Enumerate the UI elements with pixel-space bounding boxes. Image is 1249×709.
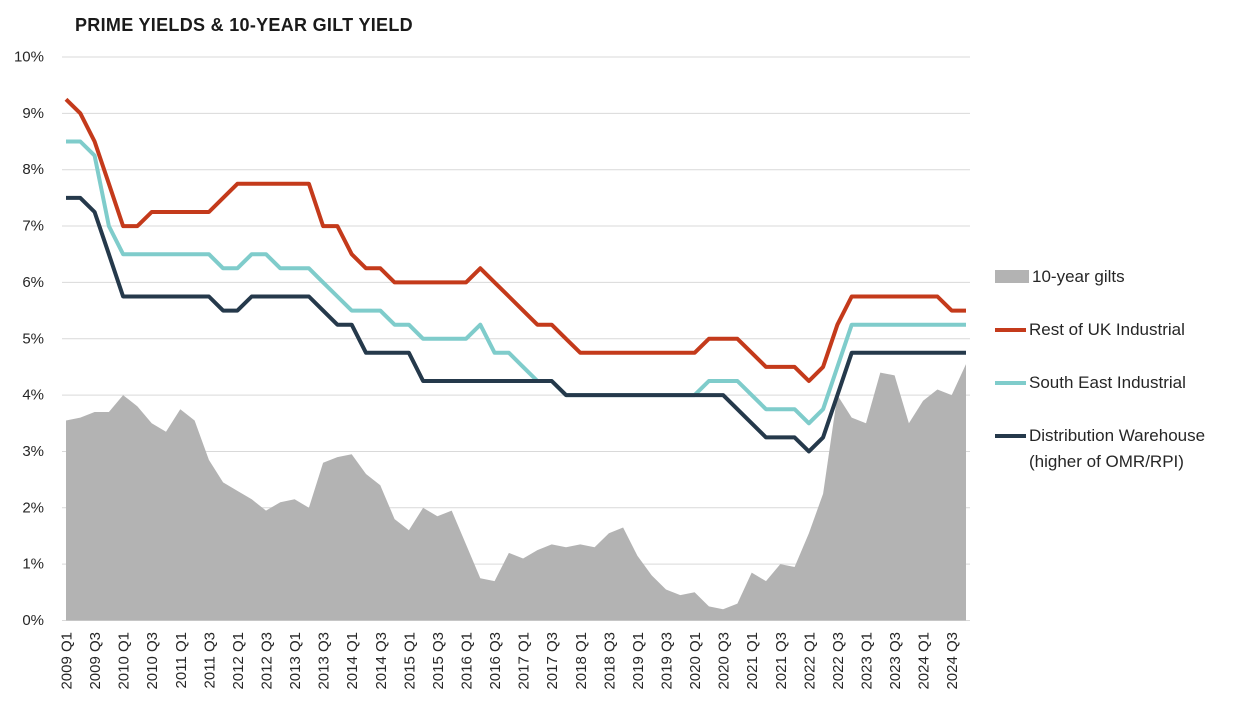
x-axis-label: 2023 Q1 xyxy=(859,632,876,690)
x-axis-label: 2020 Q3 xyxy=(716,632,733,690)
x-axis-label: 2012 Q3 xyxy=(259,632,276,690)
x-axis-label: 2021 Q3 xyxy=(773,632,790,690)
x-axis-label: 2016 Q3 xyxy=(487,632,504,690)
y-axis-label: 7% xyxy=(22,218,44,235)
x-axis-label: 2024 Q1 xyxy=(916,632,933,690)
legend-label: 10-year gilts xyxy=(1032,267,1125,286)
x-axis-label: 2013 Q3 xyxy=(316,632,333,690)
x-axis-label: 2010 Q3 xyxy=(144,632,161,690)
x-axis-label: 2014 Q1 xyxy=(344,632,361,690)
y-axis-label: 5% xyxy=(22,330,44,347)
legend-item-distribution-warehouse: Distribution Warehouse (higher of OMR/RP… xyxy=(995,423,1249,475)
series-line-distribution-warehouse-higher-of-omr-rpi xyxy=(66,195,966,454)
x-axis-label: 2024 Q3 xyxy=(944,632,961,690)
y-axis-label: 2% xyxy=(22,499,44,516)
series-area-10-year-gilts xyxy=(66,364,966,621)
line-swatch-icon xyxy=(995,434,1026,438)
area-swatch-icon xyxy=(995,270,1029,283)
x-axis-label: 2022 Q3 xyxy=(830,632,847,690)
x-axis-label: 2015 Q1 xyxy=(401,632,418,690)
x-axis-label: 2021 Q1 xyxy=(744,632,761,690)
x-axis-label: 2014 Q3 xyxy=(373,632,390,690)
chart-title: PRIME YIELDS & 10-YEAR GILT YIELD xyxy=(75,15,413,35)
y-axis-label: 3% xyxy=(22,443,44,460)
y-axis-label: 0% xyxy=(22,612,44,629)
legend-label: Distribution Warehouse (higher of OMR/RP… xyxy=(1029,426,1206,471)
series-line-rest-of-uk-industrial xyxy=(64,97,966,383)
y-axis-label: 10% xyxy=(14,49,44,66)
legend-label: Rest of UK Industrial xyxy=(1029,320,1185,339)
x-axis-label: 2015 Q3 xyxy=(430,632,447,690)
x-axis-label: 2022 Q1 xyxy=(801,632,818,690)
x-axis-label: 2016 Q1 xyxy=(459,632,476,690)
legend-item-rest-of-uk-industrial: Rest of UK Industrial xyxy=(995,317,1249,343)
x-axis-label: 2018 Q3 xyxy=(601,632,618,690)
x-axis-label: 2020 Q1 xyxy=(687,632,704,690)
x-axis-label: 2018 Q1 xyxy=(573,632,590,690)
x-axis-label: 2013 Q1 xyxy=(287,632,304,690)
x-axis-label: 2011 Q1 xyxy=(173,632,190,688)
line-swatch-icon xyxy=(995,328,1026,332)
x-axis-label: 2017 Q3 xyxy=(544,632,561,690)
x-axis-label: 2023 Q3 xyxy=(887,632,904,690)
y-axis-label: 6% xyxy=(22,274,44,291)
series-line-south-east-industrial xyxy=(66,139,966,426)
chart-legend: 10-year gilts Rest of UK Industrial South … xyxy=(995,264,1249,502)
x-axis-label: 2010 Q1 xyxy=(116,632,133,690)
x-axis-label: 2012 Q1 xyxy=(230,632,247,690)
y-axis-label: 1% xyxy=(22,556,44,573)
legend-item-south-east-industrial: South East Industrial xyxy=(995,370,1249,396)
x-axis-label: 2009 Q3 xyxy=(87,632,104,690)
line-swatch-icon xyxy=(995,381,1026,385)
legend-item-10-year-gilts: 10-year gilts xyxy=(995,264,1249,290)
legend-label: South East Industrial xyxy=(1029,373,1186,392)
x-axis-label: 2009 Q1 xyxy=(59,632,76,690)
y-axis-label: 9% xyxy=(22,105,44,122)
y-axis-label: 8% xyxy=(22,161,44,178)
yield-chart-plot: 0% 1% 2% 3% 4% 5% 6% 7% 8% 9% 10% 2009 Q1 2009 Q3 201… xyxy=(14,49,970,690)
x-axis-label: 2019 Q1 xyxy=(630,632,647,690)
x-axis-label: 2017 Q1 xyxy=(516,632,533,690)
x-axis-label: 2011 Q3 xyxy=(201,632,218,688)
y-axis-label: 4% xyxy=(22,387,44,404)
x-axis-label: 2019 Q3 xyxy=(659,632,676,690)
